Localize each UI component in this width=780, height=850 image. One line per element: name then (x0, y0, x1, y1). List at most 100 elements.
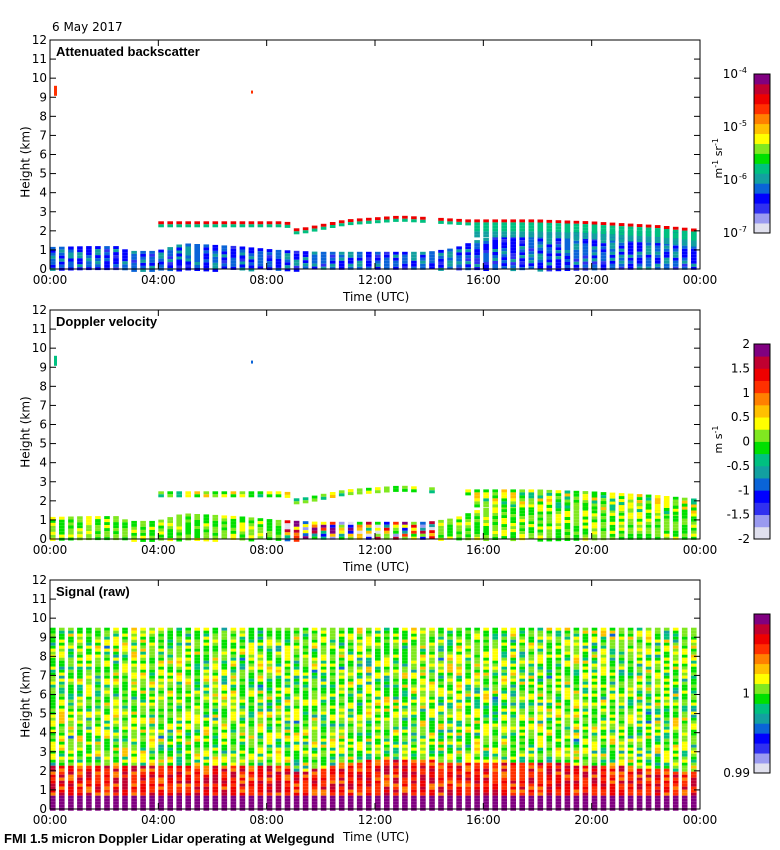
heatmap-cell (546, 253, 553, 257)
heatmap-cell (338, 651, 345, 655)
heatmap-cell (311, 741, 318, 745)
heatmap-cell (555, 493, 562, 497)
heatmap-cell (131, 759, 137, 763)
heatmap-cell (528, 509, 535, 513)
heatmap-cell (167, 491, 173, 495)
heatmap-cell (456, 771, 462, 775)
heatmap-cell (375, 732, 381, 736)
heatmap-cell (311, 714, 318, 718)
heatmap-cell (366, 705, 372, 709)
heatmap-cell (447, 774, 453, 778)
heatmap-cell (501, 504, 507, 508)
heatmap-cell (384, 801, 390, 805)
heatmap-cell (564, 496, 571, 500)
heatmap-cell (375, 675, 381, 679)
heatmap-cell (329, 756, 336, 760)
heatmap-cell (194, 741, 200, 745)
heatmap-cell (654, 266, 661, 270)
heatmap-cell (447, 723, 453, 727)
heatmap-cell (465, 780, 471, 784)
heatmap-cell (284, 798, 291, 802)
heatmap-cell (86, 249, 92, 253)
heatmap-cell (311, 693, 318, 697)
heatmap-cell (203, 672, 210, 676)
heatmap-cell (293, 699, 300, 703)
heatmap-cell (212, 259, 219, 263)
heatmap-cell (149, 523, 155, 527)
heatmap-cell (248, 735, 255, 739)
heatmap-cell (275, 708, 282, 712)
heatmap-cell (131, 648, 137, 652)
heatmap-cell (95, 759, 101, 763)
heatmap-cell (131, 520, 137, 524)
heatmap-cell (564, 535, 571, 538)
heatmap-cell (248, 762, 255, 766)
heatmap-cell (663, 536, 670, 540)
heatmap-cell (384, 663, 390, 667)
heatmap-cell (248, 535, 255, 539)
heatmap-cell (95, 693, 101, 697)
heatmap-cell (176, 221, 182, 225)
heatmap-cell (384, 756, 390, 760)
heatmap-cell (510, 514, 516, 518)
heatmap-cell (402, 527, 408, 531)
heatmap-cell (438, 732, 444, 736)
heatmap-cell (50, 801, 56, 805)
heatmap-cell (366, 254, 372, 258)
heatmap-cell (600, 519, 607, 523)
heatmap-cell (672, 266, 679, 270)
heatmap-cell (347, 711, 354, 715)
heatmap-cell (140, 654, 146, 658)
heatmap-cell (447, 717, 453, 721)
heatmap-cell (429, 678, 435, 682)
heatmap-cell (329, 254, 336, 258)
heatmap-cell (122, 654, 128, 658)
heatmap-cell (320, 675, 327, 679)
heatmap-cell (230, 726, 237, 730)
heatmap-cell (519, 219, 525, 223)
heatmap-cell (140, 639, 146, 643)
colorbar-swatch (754, 93, 770, 105)
heatmap-cell (420, 702, 426, 706)
heatmap-cell (284, 717, 291, 721)
heatmap-cell (402, 651, 408, 655)
heatmap-cell (366, 741, 372, 745)
heatmap-cell (366, 753, 372, 757)
heatmap-cell (356, 777, 363, 781)
heatmap-cell (212, 648, 219, 652)
heatmap-cell (618, 508, 625, 512)
heatmap-cell (68, 723, 74, 727)
heatmap-cell (131, 750, 137, 754)
heatmap-cell (68, 741, 74, 745)
heatmap-cell (402, 741, 408, 745)
heatmap-cell (375, 521, 381, 525)
heatmap-cell (284, 741, 291, 745)
heatmap-cell (329, 792, 336, 796)
heatmap-cell (501, 515, 507, 519)
heatmap-cell (131, 726, 137, 730)
heatmap-cell (501, 219, 507, 223)
heatmap-cell (429, 780, 435, 784)
heatmap-cell (230, 254, 237, 258)
heatmap-cell (474, 777, 480, 781)
heatmap-cell (257, 702, 264, 706)
heatmap-cell (284, 777, 291, 781)
heatmap-cell (402, 657, 408, 661)
heatmap-cell (474, 729, 480, 733)
heatmap-cell (185, 264, 191, 268)
heatmap-cell (347, 789, 354, 793)
heatmap-cell (483, 231, 489, 235)
heatmap-cell (474, 714, 480, 718)
heatmap-cell (320, 726, 327, 730)
heatmap-cell (257, 669, 264, 673)
y-tick-label: 12 (32, 303, 47, 317)
colorbar-swatch (754, 368, 770, 381)
heatmap-cell (483, 762, 489, 766)
heatmap-cell (483, 744, 489, 748)
heatmap-cell (221, 705, 228, 709)
heatmap-cell (456, 684, 462, 688)
heatmap-cell (366, 678, 372, 682)
heatmap-cell (248, 262, 255, 266)
heatmap-cell (681, 257, 688, 261)
